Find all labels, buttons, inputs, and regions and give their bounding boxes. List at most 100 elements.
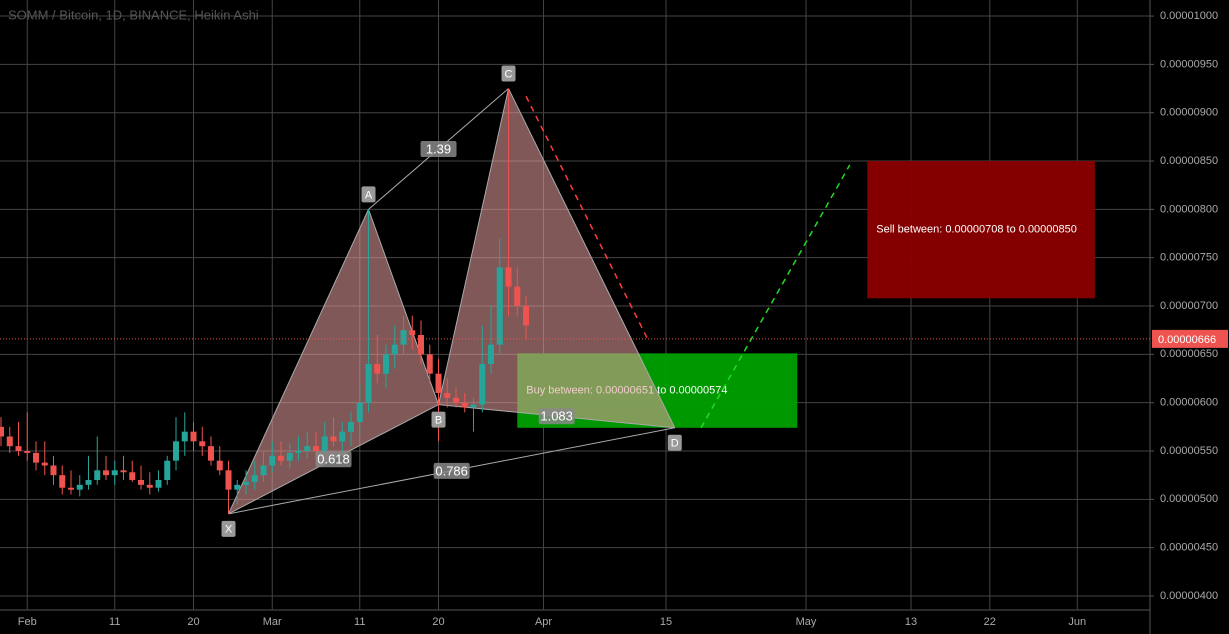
candle-body	[181, 431, 188, 442]
candle-body	[383, 354, 390, 374]
candle-body	[225, 470, 232, 490]
candle-body	[190, 431, 197, 442]
candle-body	[208, 446, 215, 461]
candle-body	[129, 472, 136, 480]
candle-body	[269, 455, 276, 466]
candle-body	[103, 470, 110, 476]
candle-body	[313, 446, 320, 451]
candle-body	[0, 426, 4, 437]
candle-body	[339, 431, 346, 442]
candle-body	[488, 344, 495, 365]
pattern-line	[438, 88, 510, 405]
candle-body	[400, 330, 407, 345]
candle-body	[199, 441, 206, 447]
ratio-box	[420, 140, 457, 157]
y-tick-label: 0.00000850	[1160, 155, 1218, 167]
x-tick-label: Mar	[263, 616, 282, 628]
candle-body	[59, 475, 66, 488]
ratio-label: 0.618	[317, 452, 350, 467]
candle-body	[6, 436, 13, 447]
y-tick-label: 0.00000800	[1160, 203, 1218, 215]
candle-body	[286, 452, 293, 461]
point-box	[221, 520, 236, 537]
x-tick-label: 20	[187, 616, 199, 628]
y-tick-label: 0.00000500	[1160, 493, 1218, 505]
point-label: X	[225, 524, 233, 536]
candle-body	[435, 373, 442, 394]
y-tick-label: 0.00000450	[1160, 542, 1218, 554]
point-box	[667, 434, 682, 451]
candle-body	[15, 446, 22, 451]
candle-body	[479, 364, 486, 405]
pattern-line	[228, 209, 369, 515]
candle-body	[356, 402, 363, 423]
candle-body	[67, 487, 74, 490]
last-price-box	[1152, 329, 1228, 348]
point-box	[361, 186, 376, 203]
x-tick-label: 13	[905, 616, 917, 628]
ratio-box	[433, 462, 470, 479]
candle-body	[138, 479, 145, 485]
y-tick-label: 0.00000900	[1160, 107, 1218, 119]
candle-body	[514, 286, 521, 307]
candle-body	[426, 354, 433, 374]
y-tick-label: 0.00000550	[1160, 445, 1218, 457]
x-tick-label: Jun	[1068, 616, 1086, 628]
candle-body	[391, 344, 398, 355]
last-price-label: 0.00000666	[1158, 334, 1216, 346]
ratio-box	[538, 408, 575, 425]
candle-body	[444, 393, 451, 398]
candle-body	[260, 465, 267, 476]
point-label: C	[505, 68, 513, 80]
candle-body	[321, 436, 328, 451]
x-tick-label: 22	[984, 616, 996, 628]
candle-body	[94, 470, 101, 480]
x-tick-label: Feb	[18, 616, 37, 628]
candle-body	[278, 455, 285, 461]
x-tick-label: 11	[109, 616, 120, 628]
x-tick-label: 20	[432, 616, 444, 628]
candle-body	[374, 364, 381, 374]
y-tick-label: 0.00001000	[1160, 10, 1218, 22]
candle-body	[409, 330, 416, 336]
candle-body	[470, 404, 477, 408]
candle-body	[164, 460, 171, 480]
point-label: A	[365, 189, 373, 201]
candle-body	[348, 422, 355, 432]
point-label: B	[435, 415, 442, 427]
candle-body	[155, 479, 162, 488]
candle-body	[461, 402, 468, 408]
candle-body	[24, 450, 31, 453]
candle-body	[453, 397, 460, 403]
y-tick-label: 0.00000750	[1160, 252, 1218, 264]
candle-body	[295, 450, 302, 453]
x-tick-label: May	[796, 616, 817, 628]
candle-body	[111, 470, 118, 476]
x-tick-label: Apr	[535, 616, 552, 628]
ratio-label: 0.786	[435, 463, 468, 478]
candle-body	[330, 436, 337, 442]
candle-body	[50, 465, 57, 476]
price-axis	[1150, 0, 1229, 634]
point-box	[501, 65, 516, 82]
pattern-fill	[228, 209, 439, 514]
x-tick-label: 15	[660, 616, 672, 628]
pattern-line	[508, 88, 676, 429]
y-tick-label: 0.00000400	[1160, 590, 1218, 602]
zone-label: Sell between: 0.00000708 to 0.00000850	[876, 224, 1077, 236]
candle-body	[251, 475, 258, 482]
candle-body	[365, 364, 372, 403]
y-tick-label: 0.00000950	[1160, 58, 1218, 70]
candle-body	[234, 484, 241, 490]
ratio-label: 1.39	[426, 141, 451, 156]
candle-body	[505, 267, 512, 287]
candle-body	[146, 484, 153, 488]
candle-body	[243, 481, 250, 485]
point-label: D	[671, 438, 679, 450]
ratio-label: 1.083	[540, 409, 573, 424]
point-box	[431, 411, 446, 428]
y-tick-label: 0.00000700	[1160, 300, 1218, 312]
ratio-box	[315, 451, 352, 468]
y-tick-label: 0.00000600	[1160, 397, 1218, 409]
